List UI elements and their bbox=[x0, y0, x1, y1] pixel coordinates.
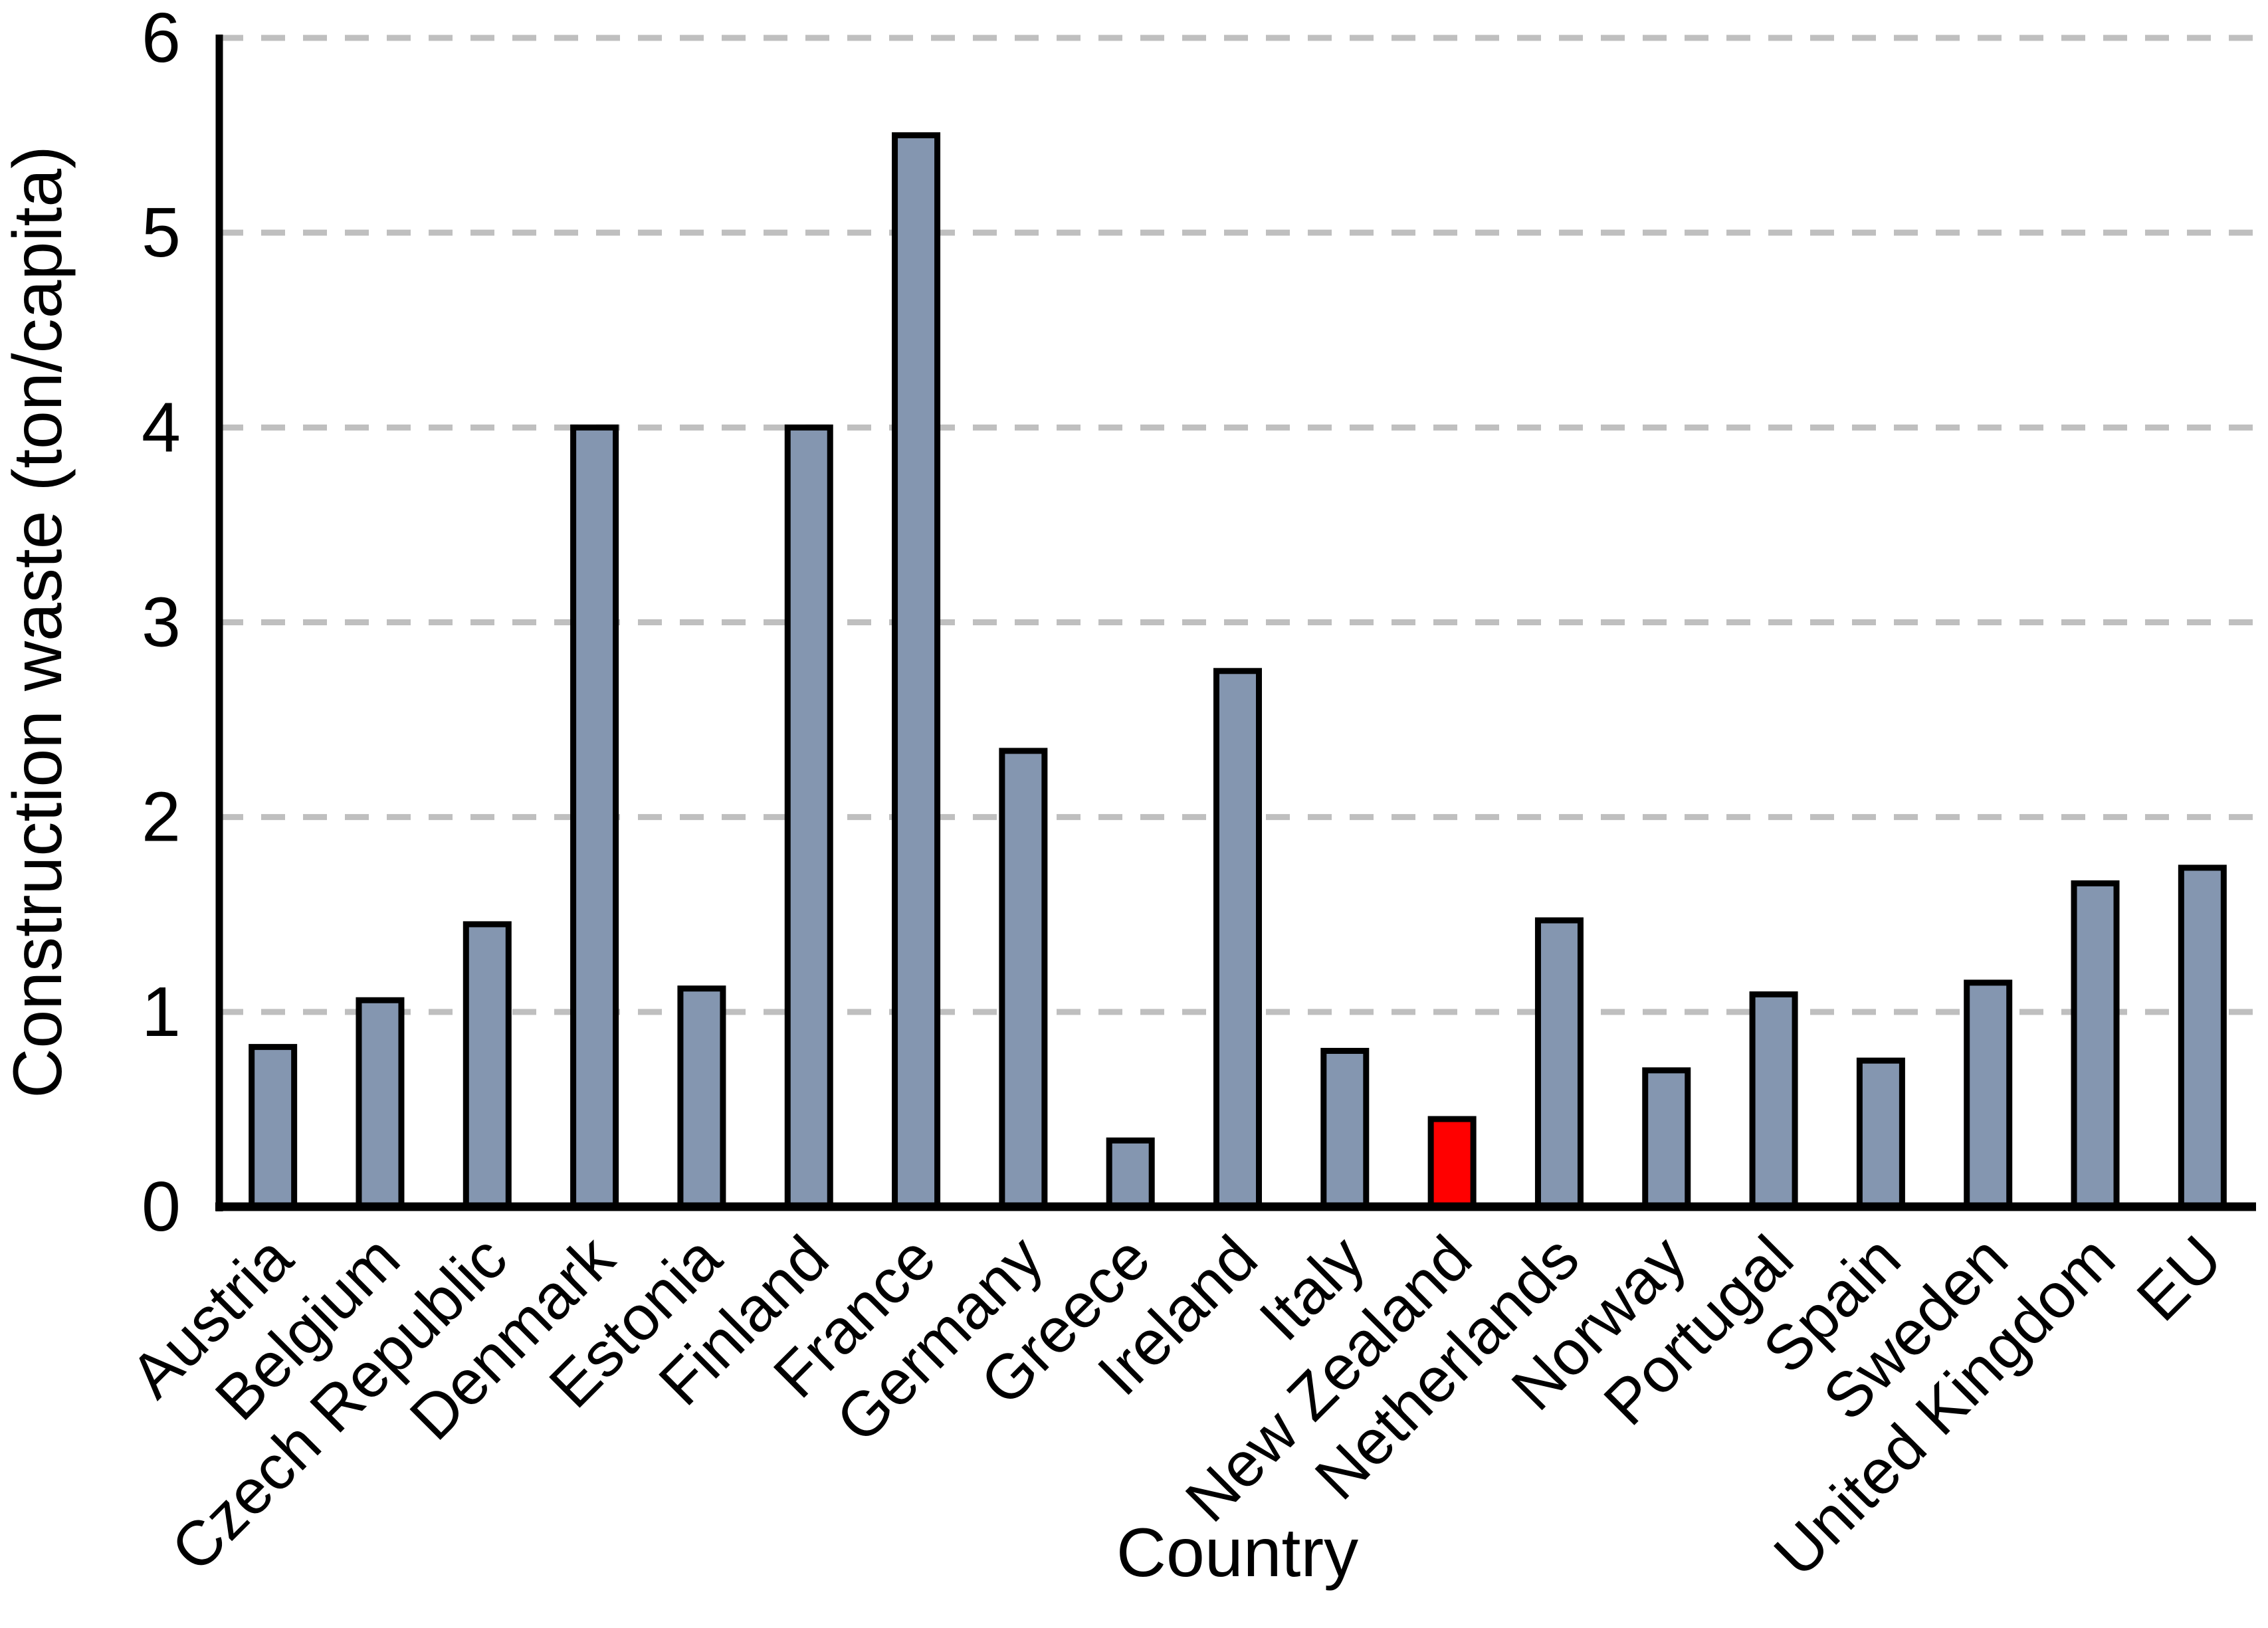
bar-new-zealand bbox=[1427, 1116, 1477, 1210]
bar-belgium bbox=[356, 997, 405, 1210]
bar-sweden bbox=[1964, 979, 2013, 1210]
bar-norway bbox=[1642, 1067, 1691, 1210]
bar-france bbox=[892, 132, 941, 1210]
bar-denmark bbox=[570, 424, 619, 1210]
x-tick-label-eu: EU bbox=[2124, 1223, 2235, 1334]
bar-greece bbox=[1106, 1137, 1155, 1210]
y-tick-label-6: 6 bbox=[142, 0, 181, 77]
y-tick-label-1: 1 bbox=[142, 973, 181, 1051]
y-tick-label-4: 4 bbox=[142, 388, 181, 466]
bar-czech-republic bbox=[463, 921, 512, 1210]
bars-group bbox=[249, 132, 2227, 1210]
y-tick-labels-group: 0 1 2 3 4 5 6 bbox=[142, 0, 181, 1246]
bar-portugal bbox=[1749, 991, 1798, 1210]
gridlines-group bbox=[219, 35, 2256, 1015]
bar-austria bbox=[249, 1044, 298, 1210]
bar-germany bbox=[999, 748, 1048, 1210]
axes-group bbox=[215, 35, 2256, 1211]
bar-netherlands bbox=[1534, 917, 1584, 1210]
bar-ireland bbox=[1213, 668, 1262, 1210]
x-axis-title: Country bbox=[1116, 1514, 1358, 1591]
y-tick-label-5: 5 bbox=[142, 193, 181, 272]
bar-italy bbox=[1320, 1047, 1370, 1210]
bar-spain bbox=[1856, 1057, 1905, 1210]
bar-united-kingdom bbox=[2071, 880, 2120, 1210]
y-tick-label-2: 2 bbox=[142, 778, 181, 857]
y-tick-label-0: 0 bbox=[142, 1168, 181, 1246]
y-tick-label-3: 3 bbox=[142, 583, 181, 662]
y-axis-title: Construction waste (ton/capita) bbox=[0, 146, 76, 1098]
bar-finland bbox=[784, 424, 833, 1210]
bar-estonia bbox=[677, 985, 726, 1210]
bar-eu bbox=[2178, 865, 2227, 1210]
